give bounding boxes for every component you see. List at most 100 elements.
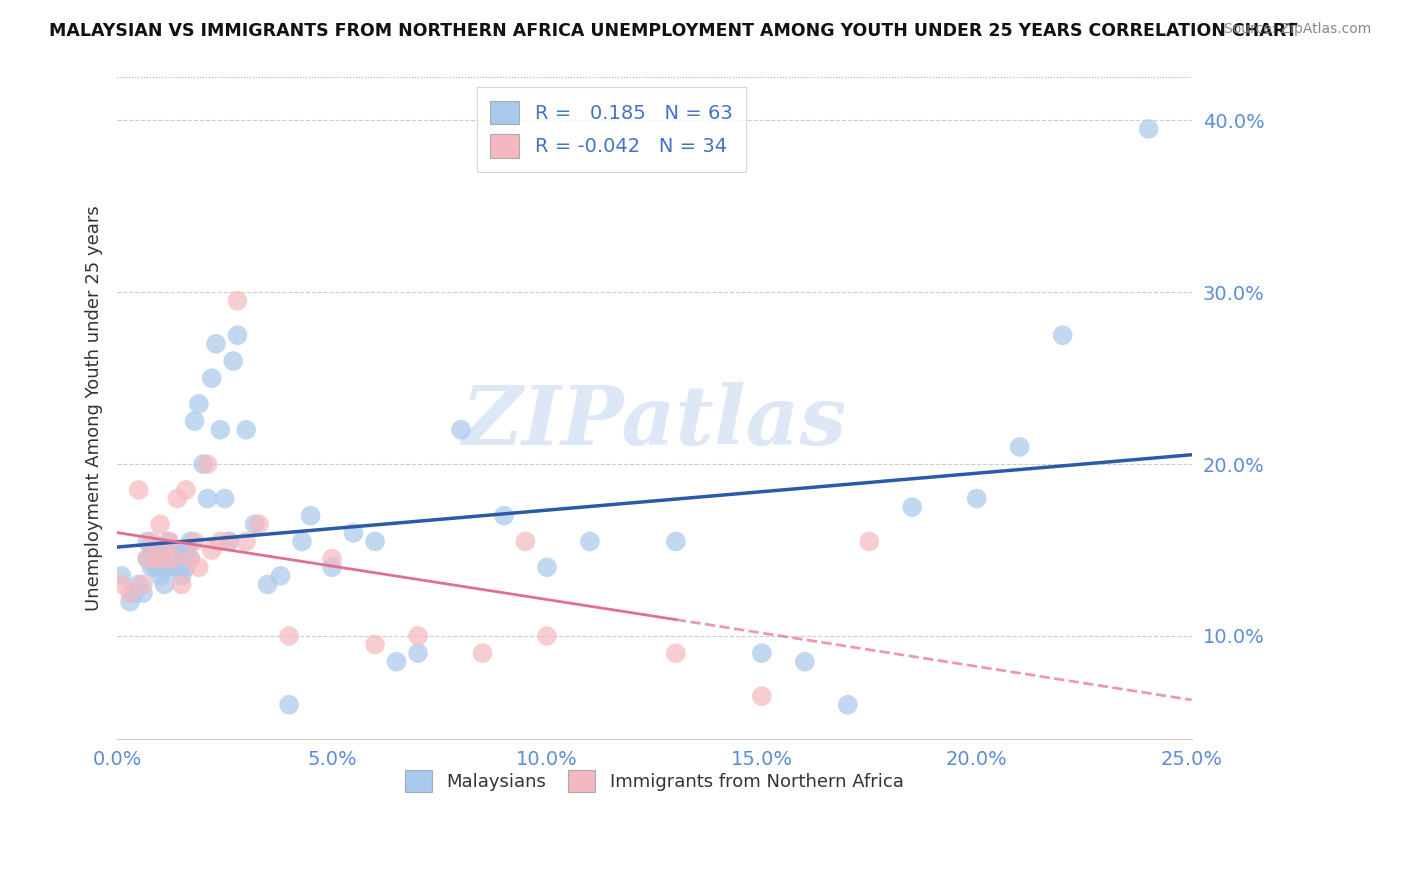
Point [247, 517, 270, 532]
Point [124, 586, 146, 600]
Point [149, 551, 172, 566]
Point [364, 638, 387, 652]
Point [665, 646, 688, 660]
Point [209, 534, 232, 549]
Point [209, 423, 232, 437]
Point [226, 293, 249, 308]
Point [205, 336, 228, 351]
Point [174, 483, 197, 497]
Point [197, 491, 219, 506]
Point [364, 534, 387, 549]
Point [235, 423, 257, 437]
Point [793, 655, 815, 669]
Point [179, 534, 201, 549]
Point [291, 534, 314, 549]
Point [385, 655, 408, 669]
Point [136, 534, 159, 549]
Point [179, 551, 201, 566]
Point [536, 560, 558, 574]
Point [197, 457, 219, 471]
Point [157, 534, 180, 549]
Text: MALAYSIAN VS IMMIGRANTS FROM NORTHERN AFRICA UNEMPLOYMENT AMONG YOUTH UNDER 25 Y: MALAYSIAN VS IMMIGRANTS FROM NORTHERN AF… [49, 22, 1298, 40]
Point [145, 543, 167, 558]
Point [226, 328, 249, 343]
Point [110, 577, 132, 591]
Point [201, 543, 224, 558]
Point [162, 543, 184, 558]
Point [751, 689, 773, 703]
Point [218, 534, 240, 549]
Point [1137, 122, 1160, 136]
Point [183, 534, 205, 549]
Point [153, 560, 176, 574]
Point [149, 517, 172, 532]
Point [218, 534, 240, 549]
Point [132, 586, 155, 600]
Point [492, 508, 515, 523]
Point [166, 560, 188, 574]
Point [170, 577, 193, 591]
Point [270, 569, 292, 583]
Point [321, 560, 343, 574]
Point [214, 491, 236, 506]
Point [183, 414, 205, 428]
Point [145, 560, 167, 574]
Point [128, 577, 150, 591]
Point [153, 577, 176, 591]
Point [153, 551, 176, 566]
Point [201, 371, 224, 385]
Legend: Malaysians, Immigrants from Northern Africa: Malaysians, Immigrants from Northern Afr… [394, 759, 914, 803]
Point [471, 646, 494, 660]
Y-axis label: Unemployment Among Youth under 25 years: Unemployment Among Youth under 25 years [86, 205, 103, 611]
Point [136, 551, 159, 566]
Point [128, 483, 150, 497]
Point [157, 534, 180, 549]
Point [166, 551, 188, 566]
Point [110, 569, 132, 583]
Point [406, 629, 429, 643]
Point [162, 560, 184, 574]
Point [120, 594, 142, 608]
Point [278, 629, 301, 643]
Point [450, 423, 472, 437]
Point [187, 560, 209, 574]
Point [579, 534, 602, 549]
Point [278, 698, 301, 712]
Point [166, 491, 188, 506]
Point [256, 577, 278, 591]
Point [406, 646, 429, 660]
Point [751, 646, 773, 660]
Point [342, 525, 364, 540]
Point [901, 500, 924, 514]
Point [187, 397, 209, 411]
Point [243, 517, 266, 532]
Point [141, 534, 163, 549]
Point [299, 508, 322, 523]
Point [1008, 440, 1031, 454]
Point [321, 551, 343, 566]
Point [858, 534, 880, 549]
Point [222, 354, 245, 368]
Point [1052, 328, 1074, 343]
Point [145, 551, 167, 566]
Point [170, 569, 193, 583]
Point [157, 551, 180, 566]
Point [120, 586, 142, 600]
Point [141, 560, 163, 574]
Point [170, 551, 193, 566]
Point [149, 569, 172, 583]
Point [141, 543, 163, 558]
Text: ZIPatlas: ZIPatlas [461, 382, 848, 461]
Point [665, 534, 688, 549]
Point [515, 534, 537, 549]
Point [174, 543, 197, 558]
Point [162, 551, 184, 566]
Point [179, 551, 201, 566]
Point [235, 534, 257, 549]
Point [536, 629, 558, 643]
Text: Source: ZipAtlas.com: Source: ZipAtlas.com [1223, 22, 1371, 37]
Point [837, 698, 859, 712]
Point [966, 491, 988, 506]
Point [174, 560, 197, 574]
Point [132, 577, 155, 591]
